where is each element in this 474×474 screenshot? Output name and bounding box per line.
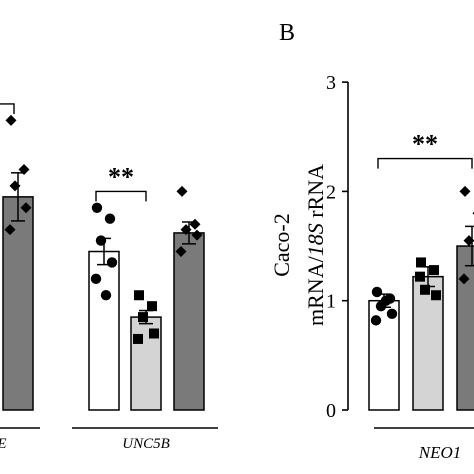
bar-group [368,286,400,411]
y-ticks: 0 1 2 3 [326,72,348,422]
group-label: E [0,436,7,452]
bar [456,245,474,411]
y-axis-label-pre: mRNA/ [303,255,328,326]
data-point [458,273,470,285]
panel-a: E ** UNC5B [0,103,218,452]
data-point [386,308,398,320]
panel-label-b: B [279,20,295,46]
bar-group [88,202,120,411]
data-point [459,185,471,197]
y-tick-label: 3 [326,72,336,94]
data-point [133,333,143,344]
y-axis-label-line2: mRNA/18S rRNA [303,164,328,326]
data-point [20,202,32,214]
data-point [371,286,383,298]
y-tick-label: 1 [326,291,336,313]
significance-bracket [377,157,473,169]
data-point [95,235,107,246]
group-label: UNC5B [122,436,170,452]
bar-group [2,114,34,411]
data-point [176,185,188,197]
data-point [90,273,102,285]
group-label: NEO1 [418,443,462,462]
bar-group [456,185,474,411]
data-point [380,295,392,306]
data-point [91,202,103,213]
data-point [175,246,187,258]
data-point [134,290,144,301]
data-point [106,257,118,268]
data-point [104,213,116,224]
data-point [191,229,203,241]
data-point [18,164,30,176]
data-point [420,284,430,295]
data-point [189,218,201,230]
data-point [416,257,426,268]
significance-stars: ** [412,130,438,159]
significance-stars: ** [108,162,134,191]
data-point [415,271,425,282]
significance-bracket [0,103,15,114]
y-tick-label: 0 [326,400,336,422]
bar-group [412,257,444,411]
data-point [9,180,21,192]
data-point [100,290,112,301]
data-point [138,312,148,323]
y-axis-label-italic: 18S [303,223,328,256]
data-point [463,235,474,247]
y-axis-label-post: rRNA [303,164,328,223]
bar-group [173,185,205,411]
data-point [370,315,382,326]
data-point [149,328,159,339]
bar [173,232,205,411]
data-point [431,290,441,301]
data-point [429,265,439,276]
data-point [180,224,192,236]
bar-group [130,290,162,411]
y-axis-label-group: Caco-2 mRNA/18S rRNA [269,164,328,326]
panel-b: B Caco-2 mRNA/18S rRNA 0 1 2 3 ** NEO1 [269,20,474,462]
data-point [147,301,157,312]
significance-bracket [95,190,147,202]
data-point [4,224,16,236]
y-tick-label: 2 [326,181,336,203]
data-point [5,114,17,126]
y-axis-label-line1: Caco-2 [269,213,294,277]
